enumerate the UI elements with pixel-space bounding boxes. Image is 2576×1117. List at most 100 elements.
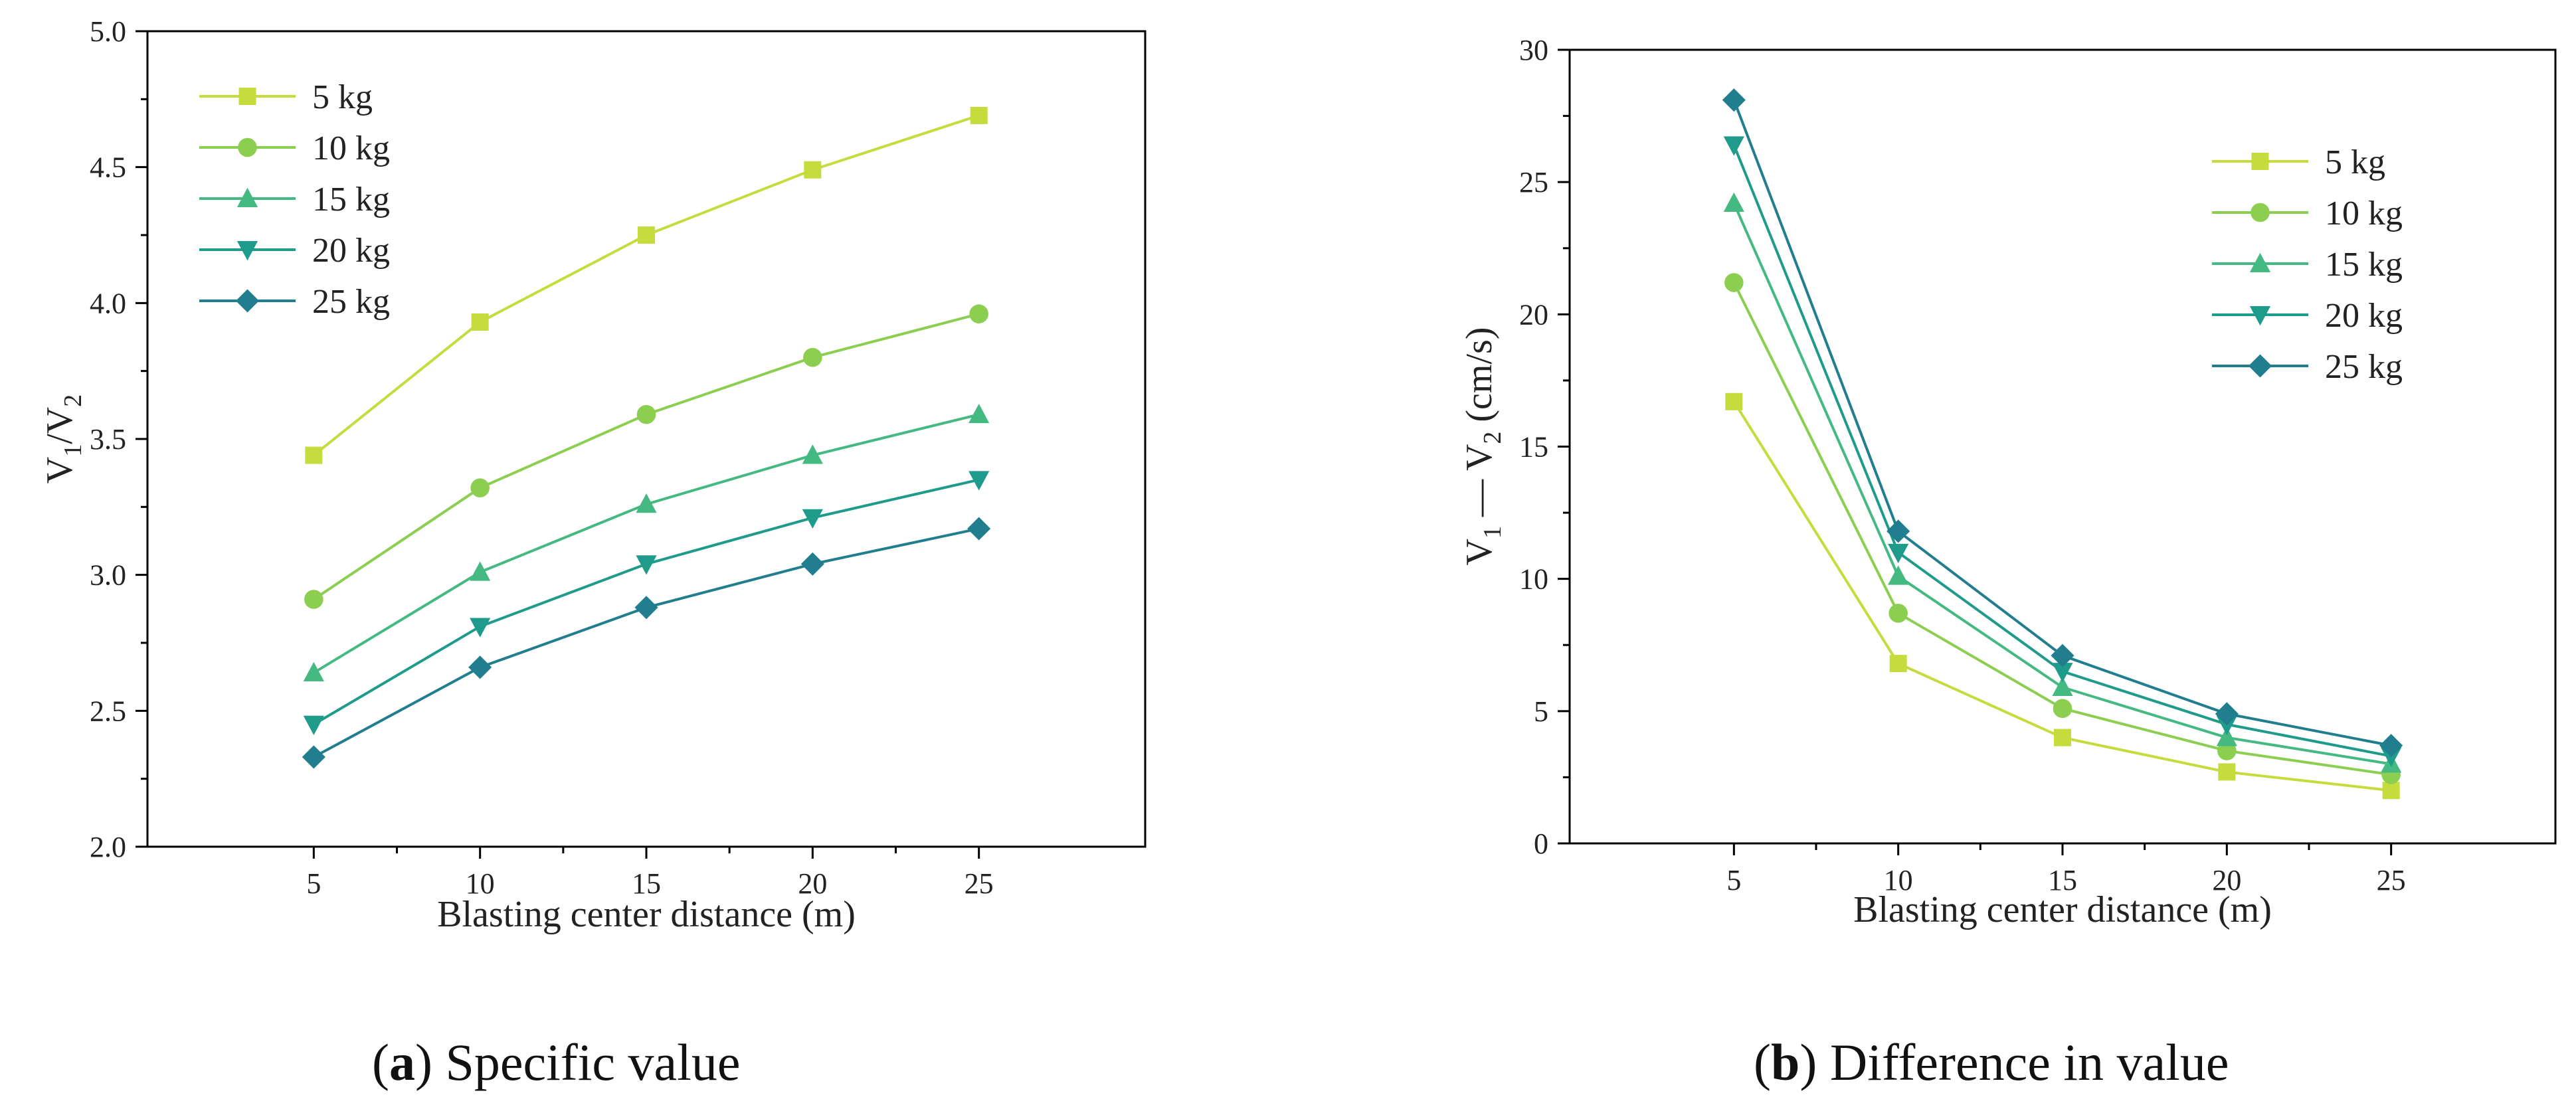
chart-b-legend-item-0: 5 kg (2212, 143, 2385, 181)
chart-b-legend-item-2: 15 kg (2212, 246, 2403, 284)
chart-a-legend-marker-4 (235, 289, 260, 313)
chart-b-point-3-1 (1888, 543, 1909, 564)
chart-a-x-tick-label-0: 5 (306, 867, 321, 900)
chart-b-legend-marker-2 (2249, 252, 2271, 272)
chart-a-point-1-3 (803, 347, 822, 367)
chart-a-series (302, 106, 991, 769)
chart-a-legend-label-4: 25 kg (312, 283, 390, 321)
chart-a-series-2 (303, 403, 990, 682)
chart-b-x-tick-label-0: 5 (1726, 864, 1741, 897)
chart-b-point-2-0 (1723, 192, 1744, 213)
chart-b-point-1-1 (1888, 604, 1908, 623)
chart-a-y-tick-label-4: 4.0 (90, 287, 126, 319)
chart-b-x-tick-label-1: 10 (1884, 864, 1913, 897)
chart-a-point-2-3 (802, 444, 823, 464)
chart-b-point-0-1 (1889, 655, 1907, 673)
chart-a-y-tick-label-1: 2.5 (90, 695, 126, 727)
chart-b-y-tick-label-3: 15 (1519, 431, 1548, 464)
chart-a-point-3-0 (303, 715, 324, 736)
chart-a-series-line-2 (313, 413, 980, 674)
chart-b-point-4-3 (2215, 702, 2239, 726)
chart-a-legend-marker-3 (236, 241, 258, 261)
chart-b-legend-label-0: 5 kg (2325, 143, 2385, 181)
chart-b-point-0-3 (2218, 763, 2236, 781)
chart-b-series-1 (1724, 273, 2401, 784)
caption-b-text: Difference in value (1829, 1033, 2229, 1091)
chart-a-y-tick-label-3: 3.5 (90, 423, 126, 456)
chart-a-point-3-2 (636, 555, 657, 575)
chart-a-y-axis-label: V1/V2 (39, 394, 87, 483)
chart-b-y-tick-label-4: 20 (1519, 298, 1548, 331)
chart-a-y-tick-label-6: 5.0 (90, 15, 126, 48)
chart-b-plot-frame (1568, 48, 2557, 845)
chart-b-legend-marker-3 (2249, 306, 2271, 326)
chart-b-y-tick-label-0: 0 (1534, 827, 1548, 860)
chart-a-y-ticks: 2.0 2.5 3.0 3.5 4.0 4.5 5.0 (90, 15, 147, 863)
caption-b-letter: b (1770, 1033, 1800, 1091)
chart-b-x-ticks: 5 10 15 20 25 (1726, 843, 2406, 897)
chart-b-series-3 (1723, 136, 2402, 767)
chart-a-x-axis-label: Blasting center distance (m) (437, 894, 856, 935)
chart-b-series (1722, 88, 2403, 800)
chart-a-point-0-0 (305, 446, 323, 464)
chart-b-x-tick-label-4: 25 (2377, 864, 2406, 897)
chart-b-point-2-3 (2216, 727, 2237, 746)
chart-a-legend-marker-0 (238, 88, 256, 105)
chart-a-point-4-0 (302, 745, 325, 769)
chart-b-point-4-2 (2051, 644, 2074, 667)
chart-a-x-ticks: 5 10 15 20 25 (306, 847, 994, 900)
chart-a-x-tick-label-2: 15 (632, 867, 661, 900)
chart-a-point-0-3 (804, 161, 822, 179)
chart-a-x-tick-label-3: 20 (798, 867, 827, 900)
chart-a-point-0-1 (471, 313, 489, 331)
chart-a-point-3-4 (968, 471, 990, 491)
chart-a-point-2-0 (303, 661, 324, 682)
chart-a-point-0-2 (638, 226, 655, 244)
chart-a-legend-item-0: 5 kg (199, 78, 373, 116)
chart-b-x-tick-label-2: 15 (2048, 864, 2077, 897)
chart-b-point-2-2 (2052, 676, 2073, 696)
chart-a-series-4 (302, 517, 991, 769)
chart-a-point-2-2 (636, 493, 657, 513)
chart-b-point-3-2 (2052, 663, 2073, 683)
chart-b-y-tick-label-2: 10 (1519, 563, 1548, 596)
chart-a-plot-frame (146, 30, 1147, 848)
chart-a-legend-item-2: 15 kg (199, 181, 390, 218)
chart-a-series-1 (304, 304, 988, 609)
chart-b-point-1-0 (1724, 273, 1744, 292)
chart-b-point-4-0 (1722, 88, 1746, 112)
chart-b-y-axis-label: V1 — V2 (cm/s) (1459, 327, 1507, 566)
chart-a-point-1-4 (969, 304, 988, 324)
chart-b-point-3-0 (1723, 136, 1744, 156)
chart-a-y-tick-label-0: 2.0 (90, 831, 126, 863)
chart-a-point-1-2 (636, 404, 656, 424)
chart-a-legend-label-3: 20 kg (312, 232, 390, 270)
chart-a-point-1-0 (304, 590, 323, 609)
chart-b-point-0-4 (2382, 782, 2400, 800)
chart-b-x-axis-label: Blasting center distance (m) (1853, 889, 2272, 930)
chart-a-legend-label-0: 5 kg (312, 78, 373, 116)
chart-b-y-tick-label-6: 30 (1519, 34, 1548, 66)
chart-b-x-tick-label-3: 20 (2212, 864, 2241, 897)
chart-a-point-2-4 (968, 403, 990, 424)
chart-b-series-2 (1723, 192, 2402, 773)
caption-a-letter: a (389, 1033, 415, 1091)
chart-b-point-3-4 (2381, 747, 2402, 767)
chart-b-legend-item-4: 25 kg (2212, 348, 2403, 386)
chart-a-legend-marker-1 (238, 137, 257, 157)
chart-a-point-4-3 (800, 552, 824, 576)
chart-a-series-line-0 (313, 114, 980, 457)
chart-a-y-tick-label-2: 3.0 (90, 559, 126, 592)
chart-a-legend-item-3: 20 kg (199, 232, 390, 270)
chart-a-legend-marker-2 (236, 187, 258, 207)
chart-a-point-2-1 (470, 561, 491, 581)
chart-b-point-3-3 (2216, 715, 2237, 735)
chart-b-y-ticks: 0 5 10 15 20 25 30 (1519, 34, 1570, 860)
caption-a-text: Specific value (445, 1033, 741, 1091)
chart-a-point-0-4 (970, 106, 988, 124)
chart-a-point-4-4 (967, 517, 991, 541)
chart-b-legend-marker-1 (2251, 203, 2270, 222)
chart-a-point-3-3 (802, 509, 823, 529)
chart-a-legend-label-2: 15 kg (312, 181, 390, 218)
